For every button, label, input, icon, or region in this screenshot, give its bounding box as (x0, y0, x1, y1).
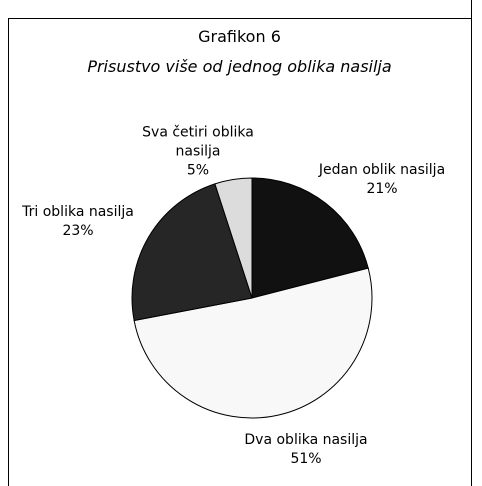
pie-slice (214, 177, 253, 299)
slice-name: Jedan oblik nasilja (318, 162, 446, 178)
pie-slice (131, 183, 253, 322)
slice-name: Sva četiri oblika nasilja (142, 124, 254, 160)
chart-subtitle: Prisustvo više od jednog oblika nasilja (87, 57, 392, 76)
slice-label: Sva četiri oblika nasilja 5% (136, 124, 261, 181)
slice-value: 21% (366, 181, 398, 197)
slice-label: Jedan oblik nasilja 21% (307, 161, 457, 199)
slice-name: Tri oblika nasilja (22, 204, 134, 220)
slice-label: Tri oblika nasilja 23% (3, 203, 153, 241)
slice-value: 23% (62, 223, 94, 239)
slice-label: Dva oblika nasilja 51% (231, 431, 381, 469)
frame (8, 18, 472, 486)
slice-value: 5% (186, 162, 210, 179)
chart-title: Grafikon 6 (198, 27, 281, 46)
pie-slice (251, 177, 369, 299)
pie-slice (133, 267, 373, 419)
slice-name: Dva oblika nasilja (244, 432, 368, 448)
slice-value: 51% (290, 451, 322, 467)
